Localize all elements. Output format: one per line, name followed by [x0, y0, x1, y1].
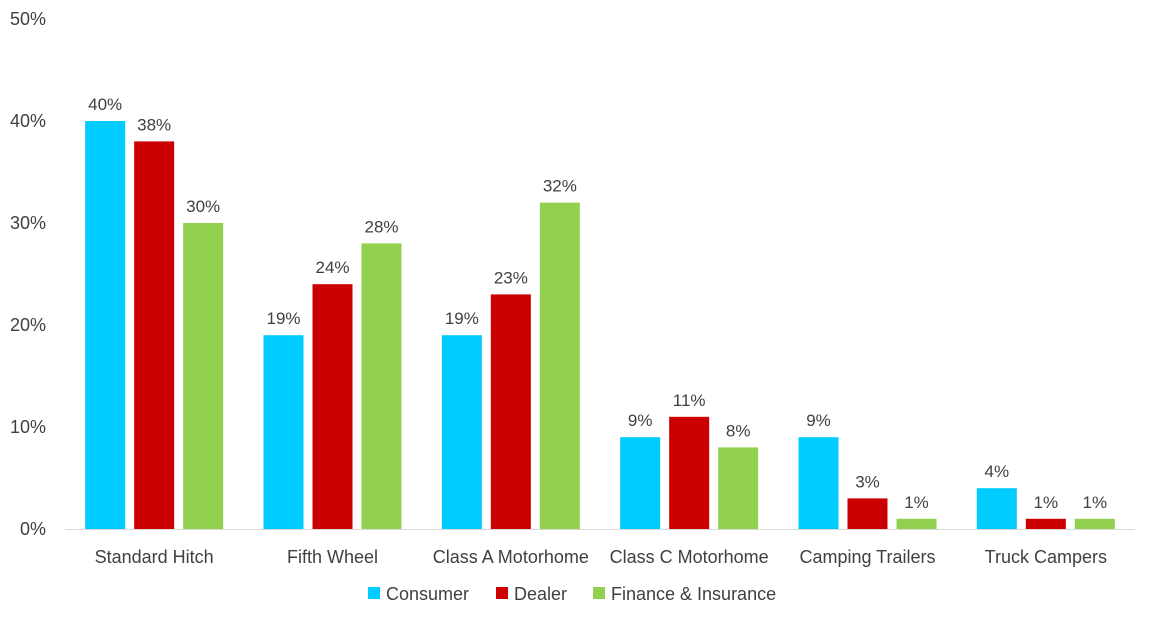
data-label: 19%: [445, 309, 479, 328]
bar-finance-insurance: [718, 447, 759, 529]
data-label: 28%: [364, 217, 398, 236]
bar-consumer: [263, 335, 304, 529]
data-label: 3%: [855, 472, 880, 491]
y-axis: 0% 10% 20% 30% 40% 50%: [10, 9, 46, 539]
bar-consumer: [798, 437, 839, 529]
data-label: 1%: [904, 493, 929, 512]
bar-finance-insurance: [896, 518, 937, 529]
bar-dealer: [490, 294, 531, 529]
y-tick-label: 50%: [10, 9, 46, 29]
data-label: 30%: [186, 197, 220, 216]
x-axis: Standard Hitch Fifth Wheel Class A Motorho…: [95, 547, 1107, 567]
bar-dealer: [134, 141, 175, 529]
data-label: 38%: [137, 115, 171, 134]
legend-label: Dealer: [514, 584, 567, 604]
x-category-label: Camping Trailers: [799, 547, 935, 567]
y-tick-label: 10%: [10, 417, 46, 437]
bar-dealer: [669, 416, 710, 529]
bar-consumer: [976, 488, 1017, 529]
data-labels: 40% 38% 30% 19% 24% 28% 19% 23% 32% 9% 11% 8% 9% 3% 1%…: [88, 95, 1107, 512]
data-label: 4%: [985, 462, 1010, 481]
data-label: 11%: [673, 391, 706, 410]
bar-consumer: [620, 437, 661, 529]
bar-finance-insurance: [1074, 518, 1115, 529]
legend-item: Consumer: [368, 584, 469, 604]
data-label: 23%: [494, 268, 528, 287]
bar-finance-insurance: [361, 243, 402, 529]
bar-dealer: [847, 498, 888, 529]
y-tick-label: 20%: [10, 315, 46, 335]
data-label: 19%: [266, 309, 300, 328]
legend-swatch: [496, 587, 508, 599]
y-tick-label: 0%: [20, 519, 46, 539]
data-label: 9%: [628, 411, 653, 430]
y-tick-label: 30%: [10, 213, 46, 233]
x-category-label: Truck Campers: [985, 547, 1107, 567]
data-label: 32%: [543, 177, 577, 196]
legend-label: Finance & Insurance: [611, 584, 776, 604]
bar-finance-insurance: [183, 223, 224, 529]
data-label: 40%: [88, 95, 122, 114]
x-category-label: Class C Motorhome: [610, 547, 769, 567]
x-category-label: Standard Hitch: [95, 547, 214, 567]
x-category-label: Class A Motorhome: [433, 547, 589, 567]
x-category-label: Fifth Wheel: [287, 547, 378, 567]
y-tick-label: 40%: [10, 111, 46, 131]
bar-dealer: [312, 284, 353, 529]
legend-item: Dealer: [496, 584, 567, 604]
bars: [85, 121, 1115, 529]
data-label: 1%: [1034, 493, 1059, 512]
data-label: 1%: [1083, 493, 1108, 512]
legend-swatch: [593, 587, 605, 599]
bar-finance-insurance: [539, 202, 580, 529]
data-label: 8%: [726, 421, 751, 440]
legend: Consumer Dealer Finance & Insurance: [368, 584, 776, 604]
bar-consumer: [85, 121, 126, 529]
bar-dealer: [1025, 518, 1066, 529]
legend-item: Finance & Insurance: [593, 584, 776, 604]
legend-swatch: [368, 587, 380, 599]
bar-consumer: [441, 335, 482, 529]
data-label: 24%: [315, 258, 349, 277]
legend-label: Consumer: [386, 584, 469, 604]
data-label: 9%: [806, 411, 831, 430]
